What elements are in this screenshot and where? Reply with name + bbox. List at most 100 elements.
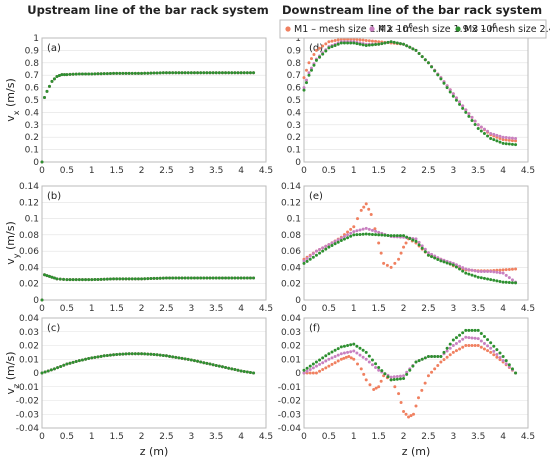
data-point [161, 276, 165, 280]
data-point [330, 362, 334, 366]
data-point [495, 352, 499, 356]
data-point [367, 227, 371, 231]
data-point [239, 71, 243, 75]
data-point [346, 344, 350, 347]
x-tick-label: 2.5 [421, 304, 435, 314]
panel-f: -0.04 -0.03 -0.02 -0.01 0 0.01 0.02 0.03 0.04 0 0.… [278, 314, 535, 442]
data-point [442, 260, 446, 264]
data-point [473, 269, 477, 273]
data-point [208, 71, 212, 75]
data-point [302, 368, 306, 372]
data-point [445, 86, 449, 90]
x-tick-label: 0 [301, 304, 307, 314]
data-point [361, 348, 365, 352]
data-point [385, 263, 389, 267]
data-point [308, 371, 312, 375]
data-point [510, 367, 514, 371]
panel-e: 0 0.02 0.04 0.06 0.08 0.1 0.12 0.14 0 0.5 1 1.5 2 2.5… [281, 182, 535, 314]
y-tick-label: 0.06 [281, 247, 301, 257]
data-point [158, 276, 162, 280]
data-point [149, 352, 153, 356]
data-point [510, 139, 514, 143]
data-point [479, 331, 483, 335]
data-point [467, 268, 471, 272]
data-point [458, 267, 462, 271]
data-point [205, 71, 209, 75]
data-point [242, 369, 246, 373]
data-point [408, 368, 412, 372]
x-tick-label: 0.5 [322, 304, 336, 314]
data-point [504, 268, 508, 272]
data-point [379, 251, 383, 255]
data-point [143, 352, 147, 356]
data-point [356, 362, 360, 366]
data-point [314, 364, 318, 368]
data-point [352, 357, 356, 361]
data-point [473, 274, 477, 278]
data-point [202, 71, 206, 75]
data-point [358, 232, 362, 236]
data-point [507, 142, 511, 146]
data-point [308, 257, 312, 261]
data-point [461, 331, 465, 335]
panel-label: (b) [47, 191, 61, 202]
data-point [470, 273, 474, 277]
data-point [93, 278, 97, 282]
data-point [239, 369, 243, 373]
data-point [352, 342, 356, 346]
data-point [336, 42, 340, 46]
data-point [420, 388, 424, 392]
data-point [507, 138, 511, 142]
data-point [430, 65, 434, 69]
data-point [495, 348, 499, 352]
data-point [454, 96, 458, 100]
series-M2 [302, 335, 518, 379]
data-point [189, 358, 193, 362]
data-point [330, 39, 334, 43]
data-point [324, 244, 328, 248]
data-point [224, 366, 228, 369]
y-tick-label: 0.01 [19, 355, 39, 365]
data-point [470, 118, 474, 122]
data-point [130, 277, 134, 281]
data-point [492, 270, 496, 274]
y-tick-label: 0.2 [25, 133, 39, 143]
data-point [448, 353, 452, 357]
data-point [245, 276, 249, 280]
x-tick-label: 1.5 [372, 432, 386, 442]
data-point [347, 355, 351, 358]
data-point [42, 273, 46, 277]
data-point [404, 241, 408, 245]
data-point [382, 261, 386, 265]
data-point [324, 359, 328, 363]
data-point [136, 71, 140, 75]
data-point [405, 372, 409, 376]
data-point [430, 255, 434, 259]
data-point [202, 276, 206, 280]
data-point [377, 42, 381, 46]
x-tick-label: 3.5 [471, 304, 485, 314]
data-point [473, 122, 477, 126]
data-point [314, 249, 318, 253]
data-point [383, 372, 387, 376]
y-tick-label: 0.4 [287, 108, 302, 118]
y-axis-label: vx (m/s) [4, 78, 21, 121]
x-tick-label: 1.5 [110, 304, 124, 314]
data-point [498, 268, 502, 272]
data-point [430, 252, 434, 256]
data-point [436, 355, 440, 358]
data-point [245, 370, 249, 374]
legend-marker [285, 26, 291, 32]
data-point [327, 352, 331, 356]
x-tick-label: 2.5 [421, 432, 435, 442]
data-point [454, 341, 458, 345]
data-point [492, 138, 496, 142]
data-point [407, 415, 411, 419]
data-point [470, 115, 474, 119]
data-point [227, 71, 231, 75]
data-point [196, 276, 200, 280]
data-point [454, 263, 458, 267]
data-point [405, 235, 409, 239]
data-point [514, 281, 518, 285]
x-tick-label: 3.5 [209, 432, 223, 442]
